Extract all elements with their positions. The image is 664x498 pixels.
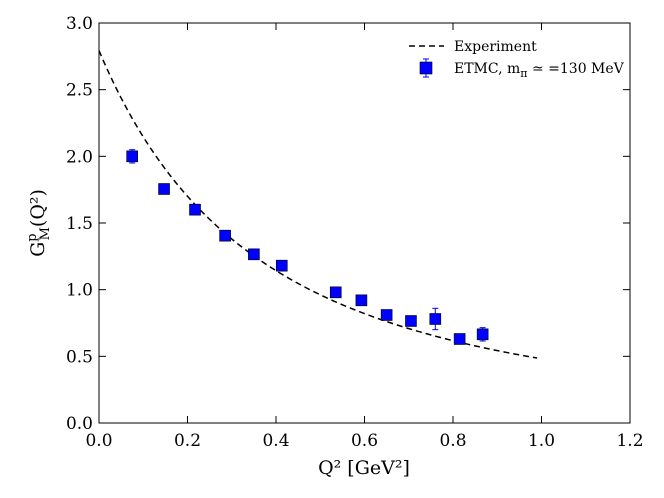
etmc-marker	[329, 286, 342, 299]
y-tick-label: 0.0	[66, 414, 93, 434]
etmc-point	[248, 248, 260, 261]
x-tick-label: 1.2	[616, 431, 643, 451]
y-tick-label: 1.0	[66, 281, 93, 301]
etmc-marker	[275, 259, 288, 272]
y-tick-label: 0.5	[66, 347, 93, 367]
legend-etmc-label-sub: π	[520, 67, 527, 80]
etmc-point	[476, 327, 489, 342]
etmc-point	[275, 259, 288, 272]
etmc-point	[429, 307, 442, 331]
x-tick-label: 0.6	[351, 431, 378, 451]
etmc-marker	[189, 203, 201, 216]
legend-etmc-label-tail: ≃ =130 MeV	[528, 61, 625, 77]
etmc-point	[355, 294, 368, 307]
legend: Experiment ETMC, mπ ≃ =130 MeV	[409, 39, 625, 80]
axis-ticks: 0.0 0.2 0.4 0.6 0.8 1.0 1.2 0.0 0.5 1.0 1.5 2.0 2.5 3…	[66, 14, 644, 451]
etmc-marker	[429, 313, 442, 325]
x-tick-label: 0.8	[439, 431, 466, 451]
etmc-marker	[248, 248, 260, 261]
x-axis-title: Q² [GeV²]	[318, 457, 410, 479]
etmc-point	[189, 203, 201, 216]
etmc-point	[380, 309, 393, 321]
y-tick-label: 3.0	[66, 14, 93, 34]
experiment-curve-layer	[98, 50, 538, 359]
legend-etmc-marker	[419, 61, 433, 75]
x-tick-label: 0.2	[174, 431, 201, 451]
legend-experiment-label: Experiment	[454, 39, 537, 55]
legend-etmc-label-main: ETMC, m	[454, 61, 520, 77]
y-tick-label: 1.5	[66, 214, 93, 234]
y-axis-title: GpM(Q²)	[25, 189, 53, 257]
x-tick-label: 1.0	[528, 431, 555, 451]
y-tick-label: 2.0	[66, 147, 93, 167]
etmc-point	[405, 315, 417, 327]
y-axis-title-tail: (Q²)	[27, 189, 49, 227]
legend-etmc-label: ETMC, mπ ≃ =130 MeV	[454, 61, 625, 80]
plot-frame	[98, 22, 631, 424]
experiment-curve	[98, 50, 538, 359]
etmc-point	[329, 286, 342, 299]
y-axis-title-main: G	[27, 242, 49, 257]
etmc-point	[453, 333, 466, 345]
etmc-marker	[355, 294, 368, 307]
etmc-marker	[380, 309, 393, 321]
etmc-marker	[453, 333, 466, 345]
etmc-marker	[405, 315, 417, 327]
etmc-point	[158, 183, 170, 195]
data-points-layer	[126, 149, 489, 345]
etmc-marker	[126, 150, 138, 163]
x-tick-label: 0.4	[262, 431, 289, 451]
etmc-point	[126, 149, 138, 164]
x-tick-label: 0.0	[85, 431, 112, 451]
y-axis-title-sub: M	[38, 227, 53, 240]
etmc-point	[219, 229, 231, 242]
etmc-marker	[219, 229, 231, 242]
y-axis-title-sup: p	[25, 233, 40, 241]
etmc-marker	[158, 183, 170, 195]
y-tick-label: 2.5	[66, 81, 93, 101]
etmc-marker	[476, 328, 489, 341]
